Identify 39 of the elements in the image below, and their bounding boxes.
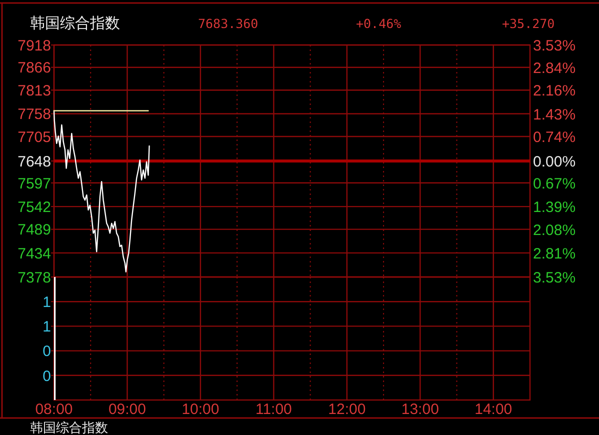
y-tick-label: 7705 [18, 128, 51, 146]
y2-tick-label: 2.16% [533, 82, 576, 100]
y2-tick-label: 1.43% [533, 106, 576, 124]
x-tick-label: 12:00 [328, 401, 366, 418]
x-tick-label: 13:00 [401, 401, 439, 418]
x-tick-label: 14:00 [474, 401, 512, 418]
text: 7683.360 [198, 16, 258, 31]
y2-tick-label: 3.53% [533, 37, 576, 54]
y-tick-label: 1 [42, 318, 51, 336]
y-tick-label: 7758 [18, 106, 51, 124]
x-tick-label: 09:00 [108, 401, 146, 418]
y-tick-label: 7542 [18, 198, 51, 216]
chart-title: 韩国综合指数 [30, 15, 120, 32]
y2-tick-label: 1.39% [533, 199, 576, 216]
y2-tick-label: 2.08% [533, 222, 576, 239]
text: +35.270 [502, 16, 555, 31]
y-tick-label: 0 [42, 343, 51, 360]
y-tick-label: 7813 [18, 82, 51, 100]
y2-tick-label: 0.00% [533, 153, 576, 170]
y-tick-label: 7378 [18, 269, 51, 286]
text: 韩国综合指数 [30, 420, 108, 435]
text: +0.46% [356, 16, 402, 31]
y-tick-label: 7489 [18, 222, 51, 239]
y-tick-label: 7597 [18, 175, 51, 192]
y2-tick-label: 2.81% [533, 246, 576, 263]
y2-tick-label: 3.53% [533, 269, 576, 286]
y-tick-label: 7918 [18, 37, 51, 54]
y-tick-label: 7648 [18, 153, 51, 170]
y-tick-label: 1 [42, 294, 51, 311]
y2-tick-label: 0.74% [533, 129, 576, 146]
x-tick-label: 10:00 [182, 401, 220, 418]
y2-tick-label: 0.67% [533, 175, 576, 192]
line-series [53, 110, 150, 272]
y2-tick-label: 2.84% [533, 60, 576, 78]
x-tick-label: 08:00 [35, 401, 73, 418]
y-tick-label: 0 [42, 368, 51, 385]
y-tick-label: 7434 [18, 245, 51, 262]
x-tick-label: 11:00 [255, 401, 292, 418]
y-tick-label: 7866 [18, 60, 51, 77]
